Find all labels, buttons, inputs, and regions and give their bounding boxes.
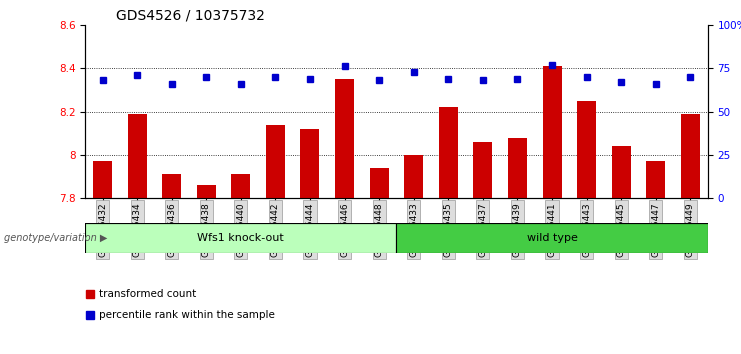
Bar bbox=[439, 107, 458, 198]
Text: transformed count: transformed count bbox=[99, 289, 196, 299]
Bar bbox=[542, 66, 562, 198]
Bar bbox=[127, 114, 147, 198]
Bar bbox=[196, 185, 216, 198]
FancyBboxPatch shape bbox=[85, 223, 396, 253]
Bar bbox=[404, 155, 423, 198]
Bar bbox=[681, 114, 700, 198]
FancyBboxPatch shape bbox=[396, 223, 708, 253]
Bar bbox=[93, 161, 112, 198]
Text: GDS4526 / 10375732: GDS4526 / 10375732 bbox=[116, 8, 265, 22]
Text: wild type: wild type bbox=[527, 233, 577, 243]
Bar bbox=[266, 125, 285, 198]
Bar bbox=[508, 137, 527, 198]
Bar bbox=[473, 142, 492, 198]
Text: percentile rank within the sample: percentile rank within the sample bbox=[99, 310, 274, 320]
Bar bbox=[646, 161, 665, 198]
Bar bbox=[577, 101, 596, 198]
Text: genotype/variation ▶: genotype/variation ▶ bbox=[4, 233, 107, 243]
Bar bbox=[231, 175, 250, 198]
Bar bbox=[335, 79, 354, 198]
Bar bbox=[300, 129, 319, 198]
Bar bbox=[611, 146, 631, 198]
Bar bbox=[370, 168, 388, 198]
Bar bbox=[162, 175, 181, 198]
Text: Wfs1 knock-out: Wfs1 knock-out bbox=[197, 233, 285, 243]
